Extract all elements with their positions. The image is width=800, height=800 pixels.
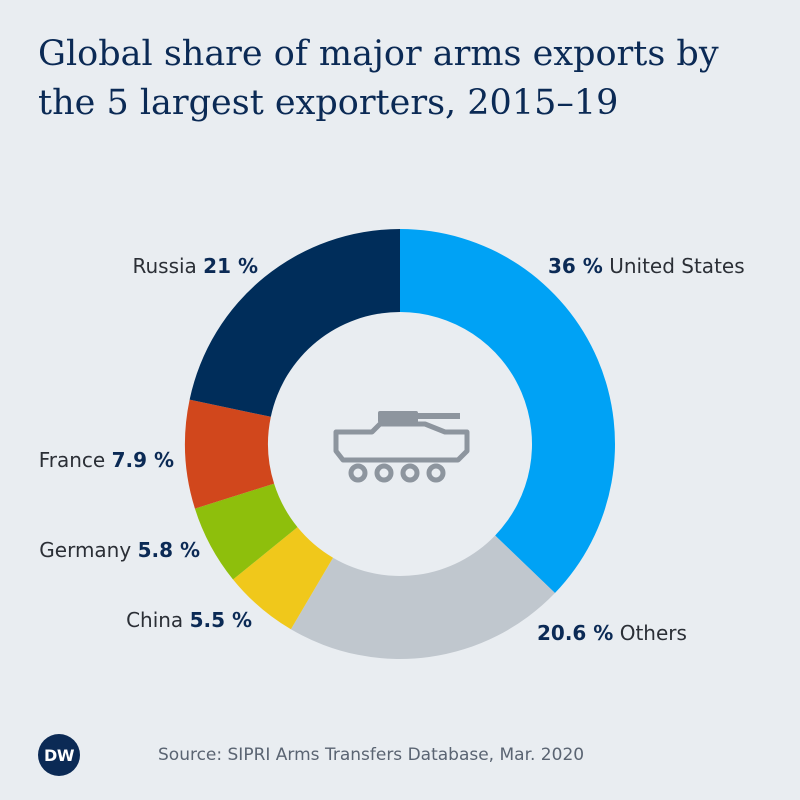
slice-china [233, 527, 334, 630]
slice-label-russia: Russia 21 % [132, 254, 258, 278]
armored-vehicle-icon [333, 411, 470, 483]
slice-label-france: France 7.9 % [39, 448, 174, 472]
slice-label-germany: Germany 5.8 % [39, 538, 200, 562]
chart-title: Global share of major arms exports by th… [38, 34, 719, 123]
slice-others [290, 535, 555, 659]
footer: DW Source: SIPRI Arms Transfers Database… [38, 734, 585, 776]
source-note: Source: SIPRI Arms Transfers Database, M… [158, 745, 585, 765]
slice-labels: 36 % United States 20.6 % Others China 5.5… [39, 254, 745, 645]
slice-label-united-states: 36 % United States [548, 254, 745, 278]
donut-slices [185, 229, 615, 659]
slice-germany [194, 483, 298, 580]
slice-russia [189, 229, 400, 417]
dw-logo: DW [38, 734, 80, 776]
slice-united-states [400, 229, 615, 594]
slice-label-china: China 5.5 % [126, 608, 252, 632]
slice-france [185, 399, 275, 509]
slice-label-others: 20.6 % Others [537, 621, 687, 645]
